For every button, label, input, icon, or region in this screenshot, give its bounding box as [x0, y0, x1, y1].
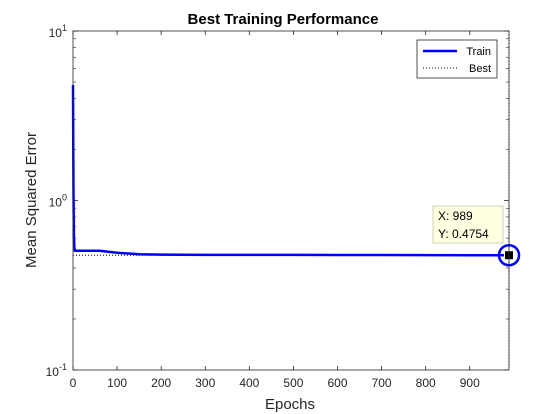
- y-tick-label: 10-1: [46, 362, 67, 379]
- x-tick-label: 200: [151, 376, 171, 390]
- x-tick-label: 400: [239, 376, 259, 390]
- y-tick-label: 101: [49, 23, 67, 40]
- axes: 0 100 200 300 400 500 600 700 800 900 101 100 10-1: [46, 23, 510, 390]
- datatip-y: Y: 0.4754: [438, 227, 489, 241]
- chart-title: Best Training Performance: [188, 11, 379, 28]
- x-tick-label: 0: [70, 376, 77, 390]
- x-tick-label: 500: [283, 376, 303, 390]
- x-tick-label: 900: [460, 376, 480, 390]
- x-tick-label: 100: [107, 376, 127, 390]
- x-tick-label: 700: [372, 376, 392, 390]
- x-tick-label: 800: [416, 376, 436, 390]
- legend-best-label: Best: [469, 63, 491, 75]
- legend[interactable]: Train Best: [416, 39, 498, 79]
- datatip-box: [432, 205, 504, 244]
- x-tick-label: 300: [195, 376, 215, 390]
- datatip-x: X: 989: [438, 209, 473, 223]
- x-tick-label: 600: [327, 376, 347, 390]
- y-axis-label: Mean Squared Error: [23, 132, 40, 268]
- x-axis-label: Epochs: [265, 396, 315, 413]
- datatip[interactable]: X: 989 Y: 0.4754: [432, 205, 504, 244]
- y-tick-label: 100: [49, 193, 67, 210]
- legend-train-label: Train: [466, 46, 491, 58]
- legend-box: [416, 39, 498, 79]
- train-line: [71, 85, 510, 257]
- plot-area: [73, 31, 509, 370]
